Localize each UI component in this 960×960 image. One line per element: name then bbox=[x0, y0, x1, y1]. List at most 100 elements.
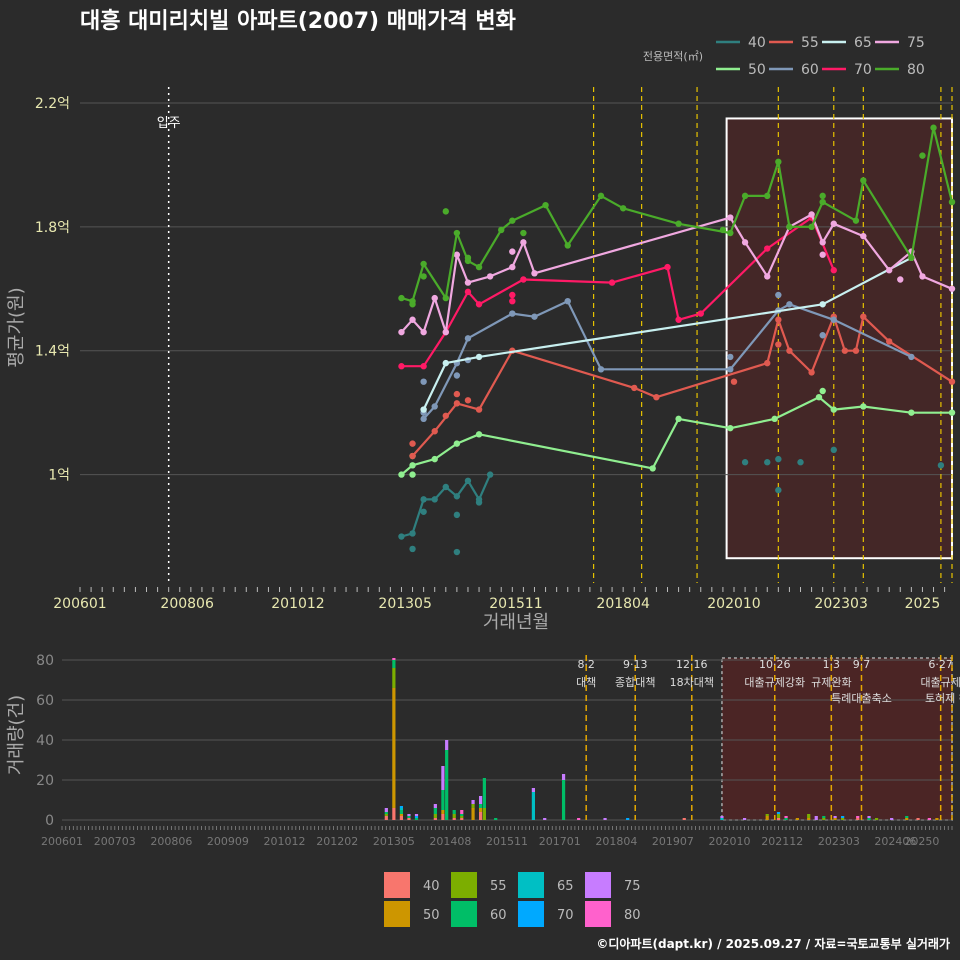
legend-label-60: 60 bbox=[801, 62, 819, 78]
bar-segment-50 bbox=[807, 818, 811, 820]
bar-segment-75 bbox=[433, 804, 437, 808]
data-point bbox=[841, 347, 849, 354]
x-tick-label: 200806 bbox=[160, 596, 214, 612]
data-point bbox=[919, 273, 926, 280]
bar-segment-55 bbox=[841, 818, 845, 820]
bar-x-tick-label: 200909 bbox=[207, 835, 249, 848]
data-point bbox=[937, 462, 945, 469]
bar-segment-40 bbox=[433, 818, 437, 820]
series-50 bbox=[398, 387, 956, 478]
x-tick-label: 201511 bbox=[489, 596, 542, 612]
x-tick-label: 2025 bbox=[905, 596, 941, 612]
bar-segment-75 bbox=[561, 774, 566, 780]
bar-legend-swatch-70 bbox=[518, 901, 544, 927]
data-point bbox=[520, 239, 527, 246]
data-point bbox=[741, 459, 749, 466]
data-point bbox=[442, 359, 449, 367]
bar-legend-label-70: 70 bbox=[557, 908, 574, 923]
policy-date-label: 9·7 bbox=[853, 658, 871, 671]
data-point bbox=[764, 192, 771, 200]
data-point bbox=[453, 440, 461, 447]
data-point bbox=[786, 301, 793, 308]
data-point bbox=[398, 471, 405, 478]
data-point bbox=[727, 366, 734, 373]
data-point bbox=[475, 499, 483, 506]
bar-segment-70 bbox=[414, 816, 419, 818]
bar-segment-75 bbox=[720, 816, 724, 818]
data-point bbox=[564, 242, 571, 249]
data-point bbox=[420, 378, 427, 385]
data-point bbox=[775, 291, 782, 299]
data-point bbox=[464, 335, 472, 342]
data-point bbox=[464, 397, 472, 404]
data-point bbox=[664, 263, 671, 271]
policy-note-label: 종합대책 bbox=[615, 676, 655, 689]
bar-y-tick-label: 80 bbox=[36, 653, 54, 669]
bar-segment-75 bbox=[445, 740, 449, 750]
data-point bbox=[852, 217, 860, 224]
bar-chart-panel: 0 20 40 60 80 200601 200703 200806 200909 201012 2… bbox=[6, 653, 960, 848]
bar-segment-75 bbox=[441, 766, 445, 790]
bar-y-tick-label: 20 bbox=[36, 773, 54, 789]
data-point bbox=[775, 486, 782, 494]
bar-highlight-box bbox=[721, 657, 953, 821]
data-point bbox=[860, 177, 867, 184]
bar-segment-40 bbox=[479, 812, 483, 820]
data-point bbox=[808, 369, 815, 376]
bar-segment-60 bbox=[445, 750, 449, 820]
policy-note-label: 18차대책 bbox=[670, 676, 714, 689]
data-point bbox=[819, 251, 826, 258]
bar-segment-60 bbox=[784, 818, 788, 820]
data-point bbox=[819, 198, 826, 206]
data-point bbox=[542, 201, 549, 209]
x-tick-label: 202010 bbox=[707, 596, 760, 612]
data-point bbox=[830, 316, 837, 323]
data-point bbox=[453, 251, 461, 258]
data-point bbox=[908, 409, 915, 416]
data-point bbox=[649, 465, 656, 472]
bar-segment-60 bbox=[441, 790, 445, 810]
line-chart-panel: 1억 1.4억 1.8억 2.2억 200601 200806 201012 201305 20… bbox=[6, 87, 956, 633]
data-point bbox=[509, 297, 516, 305]
policy-date-label: 10·26 bbox=[759, 658, 791, 671]
bar-segment-50 bbox=[765, 816, 769, 820]
data-point bbox=[409, 471, 416, 478]
bar-segment-55 bbox=[392, 668, 396, 688]
bar-segment-50 bbox=[795, 818, 799, 820]
bar-segment-60 bbox=[392, 660, 396, 668]
data-point bbox=[420, 328, 427, 336]
bar-x-tick-label: 201701 bbox=[539, 835, 581, 848]
data-point bbox=[727, 353, 734, 361]
bar-x-tick-label: 202406 bbox=[874, 835, 916, 848]
data-point bbox=[727, 424, 734, 432]
policy-date-label: 6·27 bbox=[928, 658, 953, 671]
bar-segment-40 bbox=[452, 818, 456, 820]
bar-segment-60 bbox=[452, 810, 456, 814]
data-point bbox=[409, 440, 416, 447]
data-point bbox=[819, 332, 826, 339]
data-point bbox=[409, 462, 416, 469]
data-point bbox=[597, 366, 605, 373]
data-point bbox=[442, 328, 449, 336]
bar-legend-label-75: 75 bbox=[624, 879, 641, 894]
bar-legend-label-50: 50 bbox=[423, 908, 440, 923]
bar-y-axis-label: 거래량(건) bbox=[6, 695, 27, 775]
bar-y-tick-label: 0 bbox=[45, 813, 54, 829]
data-point bbox=[398, 328, 405, 336]
y-tick-label: 1억 bbox=[48, 468, 70, 484]
bar-segment-60 bbox=[384, 812, 388, 814]
bar-segment-40 bbox=[384, 816, 388, 820]
bar-segment-60 bbox=[905, 816, 909, 818]
data-point bbox=[453, 548, 461, 556]
data-point bbox=[741, 239, 749, 246]
data-point bbox=[431, 455, 438, 463]
data-point bbox=[409, 301, 416, 308]
data-point bbox=[764, 359, 771, 367]
series-40 bbox=[398, 409, 956, 556]
bar-segment-60 bbox=[561, 780, 566, 820]
bar-segment-60 bbox=[407, 816, 411, 818]
bar-legend-label-80: 80 bbox=[624, 908, 641, 923]
movein-label: 입주 bbox=[157, 116, 181, 131]
bar-legend-swatch-40 bbox=[384, 872, 410, 898]
